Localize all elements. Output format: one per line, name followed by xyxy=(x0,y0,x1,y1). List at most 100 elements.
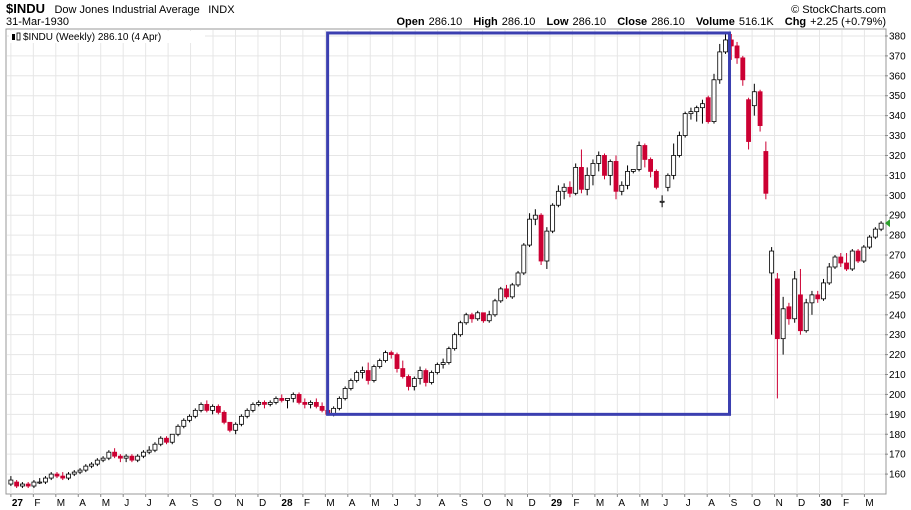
candle-body xyxy=(567,186,573,194)
candle-body xyxy=(285,398,290,401)
candle-body xyxy=(872,228,878,238)
candle-body xyxy=(538,214,544,262)
candle-body xyxy=(613,161,619,192)
candle-body xyxy=(579,167,584,190)
candle-body xyxy=(83,465,89,471)
candle-body xyxy=(383,352,388,361)
candle-body xyxy=(659,200,665,203)
candle-body xyxy=(233,423,239,431)
candle-body xyxy=(815,294,821,300)
x-tick-label: A xyxy=(618,498,625,509)
y-tick-label: 230 xyxy=(889,330,906,341)
candle-body xyxy=(348,380,354,389)
candle-body xyxy=(676,135,682,156)
x-tick-label: O xyxy=(214,498,222,509)
candle-body xyxy=(792,278,798,320)
candle-body xyxy=(400,368,406,377)
candle-body xyxy=(43,477,48,483)
candle-body xyxy=(457,322,463,336)
candle-body xyxy=(763,151,769,194)
candle-body xyxy=(463,314,469,324)
x-tick-label: S xyxy=(192,498,199,509)
candle-body xyxy=(89,463,94,467)
candle-body xyxy=(492,300,498,316)
volume-value: 516.1K xyxy=(739,16,775,28)
candle-body xyxy=(250,403,256,411)
highlight-box xyxy=(326,31,732,416)
candle-body xyxy=(411,378,417,387)
candle-body xyxy=(717,51,723,81)
y-tick-label: 300 xyxy=(889,191,906,202)
candles xyxy=(8,33,884,489)
candle-body xyxy=(832,256,838,268)
x-tick-label: O xyxy=(484,498,492,509)
candle-body xyxy=(256,401,262,405)
candle-body xyxy=(365,370,371,381)
y-tick-label: 280 xyxy=(889,231,906,242)
low-label: Low xyxy=(547,16,569,28)
y-tick-label: 270 xyxy=(889,251,906,262)
y-tick-label: 350 xyxy=(889,91,906,102)
open-label: Open xyxy=(396,16,424,28)
candle-body xyxy=(146,449,152,453)
candle-body xyxy=(786,306,792,320)
candle-body xyxy=(141,451,146,457)
volume-label: Volume xyxy=(696,16,735,28)
x-tick-label: M xyxy=(102,498,110,509)
candle-body xyxy=(152,443,158,451)
candle-body xyxy=(262,401,267,405)
x-tick-label: 30 xyxy=(820,498,832,509)
candle-body xyxy=(509,284,515,298)
y-tick-label: 260 xyxy=(889,270,906,281)
candle-body xyxy=(31,481,37,487)
x-tick-label: N xyxy=(236,498,243,509)
candle-body xyxy=(210,405,216,411)
y-tick-label: 160 xyxy=(889,470,906,481)
candle-body xyxy=(619,184,625,192)
x-tick-label: A xyxy=(169,498,176,509)
last-price-arrow-icon xyxy=(885,219,890,228)
high-value: 286.10 xyxy=(502,16,536,28)
svg-text:$INDU Dow Jones Industrial: $INDU Dow Jones Industrial Average INDX xyxy=(6,0,235,17)
close-value: 286.10 xyxy=(651,16,685,28)
candle-body xyxy=(521,244,527,274)
candle-body xyxy=(198,403,204,411)
x-tick-label: M xyxy=(596,498,604,509)
candle-body xyxy=(227,421,233,431)
candle-body xyxy=(607,161,613,176)
candle-body xyxy=(769,250,775,274)
y-tick-label: 340 xyxy=(889,111,906,122)
candle-legend-icon xyxy=(12,32,21,41)
date-label: 31-Mar-1930 xyxy=(6,16,69,28)
x-tick-label: D xyxy=(259,498,266,509)
candle-body xyxy=(855,250,861,262)
open-value: 286.10 xyxy=(429,16,463,28)
candle-body xyxy=(694,107,700,113)
candle-body xyxy=(244,409,250,417)
x-tick-label: M xyxy=(326,498,334,509)
candle-body xyxy=(308,401,313,405)
y-tick-label: 290 xyxy=(889,211,906,222)
candle-body xyxy=(849,250,855,270)
x-tick-label: S xyxy=(731,498,738,509)
x-tick-label: F xyxy=(843,498,849,509)
x-tick-label: A xyxy=(349,498,356,509)
y-tick-label: 360 xyxy=(889,71,906,82)
candle-body xyxy=(354,372,360,381)
candle-body xyxy=(602,155,607,176)
candle-body xyxy=(544,230,550,262)
candle-body xyxy=(123,455,129,459)
candle-body xyxy=(705,97,711,123)
candle-body xyxy=(360,370,365,373)
candle-body xyxy=(780,308,786,340)
candle-body xyxy=(867,236,873,248)
x-tick-label: 29 xyxy=(551,498,563,509)
candle-body xyxy=(452,334,458,350)
x-tick-label: S xyxy=(461,498,468,509)
candle-body xyxy=(290,394,296,399)
candle-body xyxy=(740,57,746,81)
candle-body xyxy=(187,415,192,421)
x-tick-label: F xyxy=(573,498,579,509)
x-tick-label: M xyxy=(641,498,649,509)
